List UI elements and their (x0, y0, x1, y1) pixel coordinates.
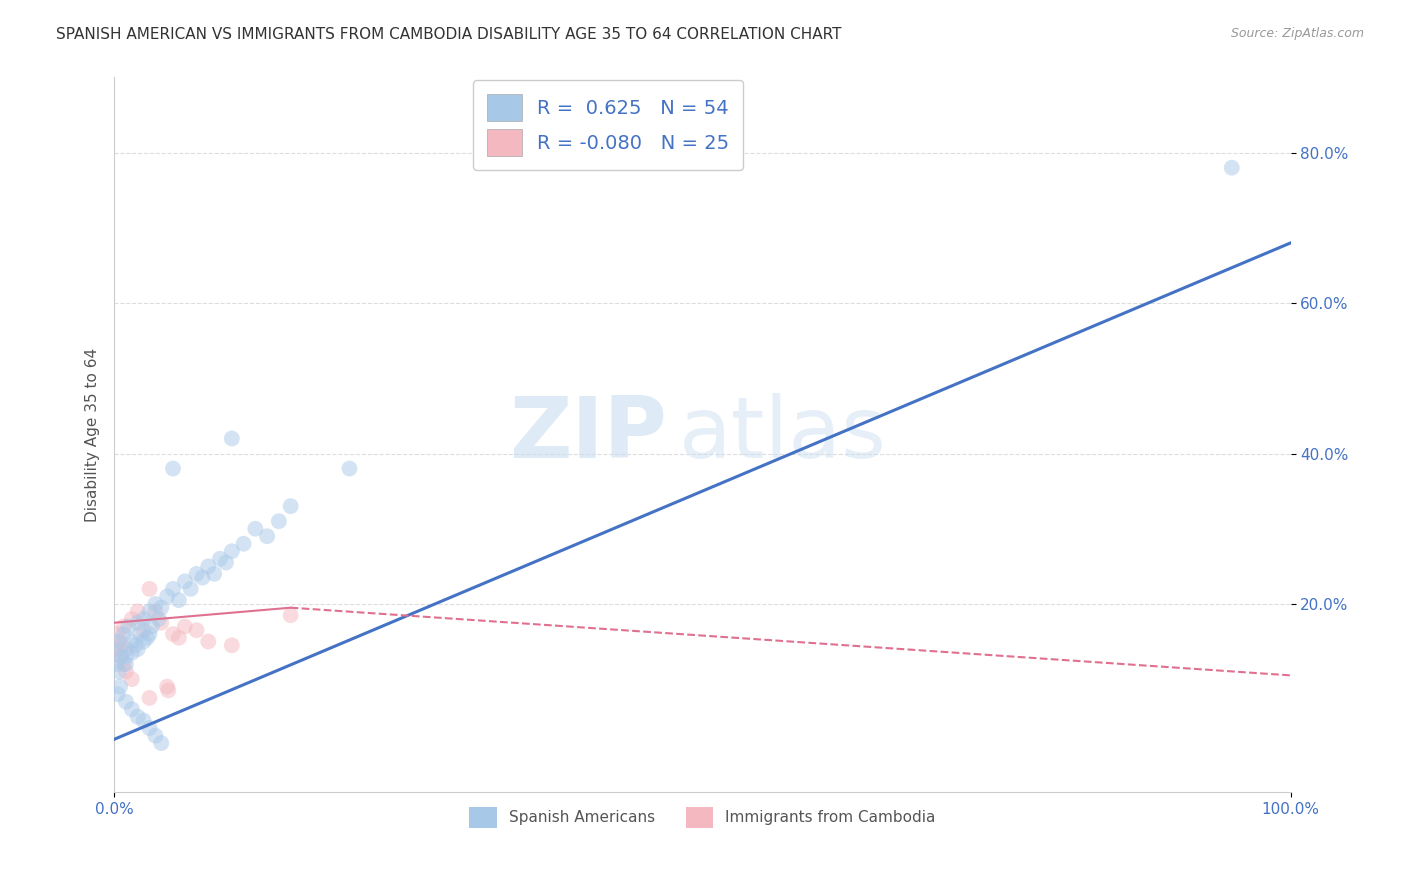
Point (280, 499, 302, 513)
Point (180, 582, 202, 596)
Point (145, 597, 167, 611)
Point (138, 582, 160, 596)
Point (107, 627, 129, 641)
Point (256, 529, 278, 543)
Point (110, 649, 132, 664)
Point (132, 714, 155, 728)
Point (132, 634, 155, 648)
Text: Source: ZipAtlas.com: Source: ZipAtlas.com (1230, 27, 1364, 40)
Point (145, 729, 167, 743)
Point (280, 608, 302, 623)
Point (107, 634, 129, 648)
Point (167, 593, 190, 607)
Point (339, 461, 361, 475)
Y-axis label: Disability Age 35 to 64: Disability Age 35 to 64 (86, 348, 100, 522)
Point (108, 680, 131, 694)
Point (121, 702, 143, 716)
Point (138, 604, 160, 618)
Point (141, 619, 163, 633)
Point (209, 551, 232, 566)
Point (121, 646, 143, 660)
Point (108, 649, 131, 664)
Point (127, 615, 149, 630)
Point (186, 624, 208, 638)
Point (107, 642, 129, 657)
Point (232, 537, 254, 551)
Point (138, 627, 160, 641)
Point (150, 600, 173, 615)
Point (112, 619, 135, 633)
Point (115, 642, 138, 657)
Point (127, 710, 149, 724)
Point (132, 612, 155, 626)
Point (115, 665, 138, 679)
Point (129, 627, 152, 641)
Point (221, 638, 243, 652)
Point (162, 582, 184, 596)
Point (115, 695, 138, 709)
Point (107, 687, 129, 701)
Point (127, 604, 149, 618)
Point (162, 627, 184, 641)
Point (115, 657, 138, 672)
Point (150, 736, 173, 750)
Point (145, 604, 167, 618)
Point (1220, 161, 1243, 175)
Point (105, 657, 128, 672)
Point (162, 461, 184, 475)
Point (115, 649, 138, 664)
Point (167, 631, 190, 645)
Point (108, 665, 131, 679)
Point (112, 627, 135, 641)
Point (173, 574, 195, 589)
Point (148, 612, 170, 626)
Point (138, 721, 160, 735)
Text: atlas: atlas (679, 393, 887, 476)
Point (221, 432, 243, 446)
Point (108, 634, 131, 648)
Point (117, 619, 139, 633)
Point (215, 556, 238, 570)
Point (197, 559, 219, 574)
Point (156, 590, 179, 604)
Point (267, 514, 290, 528)
Point (197, 634, 219, 648)
Point (112, 657, 135, 672)
Point (121, 672, 143, 686)
Point (127, 642, 149, 657)
Point (138, 690, 160, 705)
Point (191, 571, 214, 585)
Point (156, 680, 179, 694)
Point (245, 522, 267, 536)
Point (121, 612, 143, 626)
Point (186, 566, 208, 581)
Point (136, 631, 159, 645)
Point (108, 642, 131, 657)
Text: SPANISH AMERICAN VS IMMIGRANTS FROM CAMBODIA DISABILITY AGE 35 TO 64 CORRELATION: SPANISH AMERICAN VS IMMIGRANTS FROM CAMB… (56, 27, 842, 42)
Text: ZIP: ZIP (509, 393, 666, 476)
Point (121, 634, 143, 648)
Point (173, 619, 195, 633)
Point (157, 683, 180, 698)
Point (124, 638, 146, 652)
Legend: Spanish Americans, Immigrants from Cambodia: Spanish Americans, Immigrants from Cambo… (463, 800, 942, 834)
Point (150, 615, 173, 630)
Point (221, 544, 243, 558)
Point (132, 624, 155, 638)
Point (202, 566, 225, 581)
